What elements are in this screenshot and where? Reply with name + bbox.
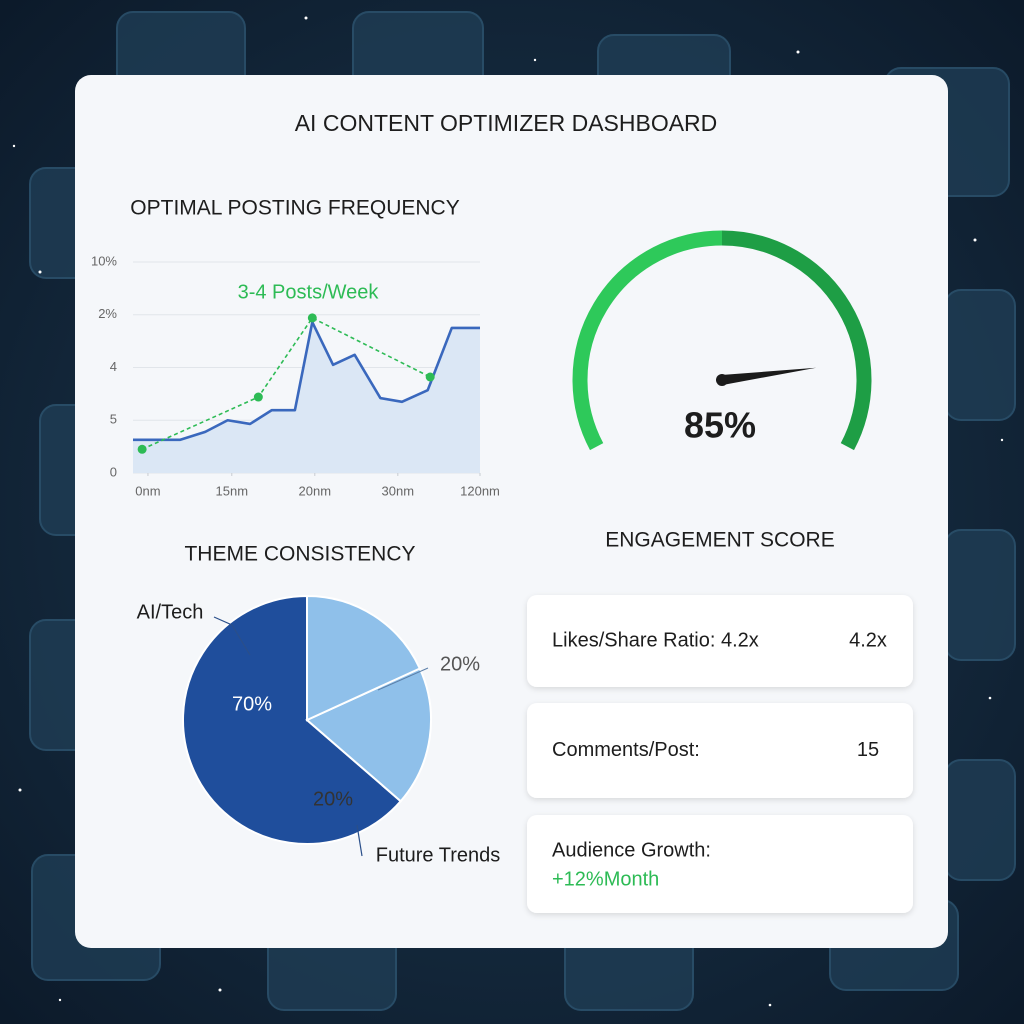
pie-value-label: 20%	[440, 653, 480, 675]
annotation: 3-4 Posts/Week	[238, 281, 380, 303]
pie-label: Future Trends	[376, 844, 501, 866]
pie-label: AI/Tech	[137, 601, 204, 623]
pie-value-label: 20%	[313, 788, 353, 810]
stat-card	[527, 815, 913, 913]
y-tick-label: 10%	[91, 253, 117, 268]
stat-value: +12%Month	[552, 868, 659, 890]
leader-line	[377, 667, 429, 691]
y-tick-label: 0	[110, 464, 117, 479]
x-tick-label: 120nm	[460, 483, 500, 498]
y-tick-label: 5	[110, 412, 117, 427]
line	[141, 317, 431, 450]
leader-line	[213, 616, 251, 656]
dashboard-title: AI CONTENT OPTIMIZER DASHBOARD	[295, 110, 718, 136]
x-tick-label: 30nm	[382, 483, 415, 498]
stat-value: 15	[857, 739, 879, 761]
stat-card	[527, 703, 913, 798]
gauge-value: 85%	[684, 405, 756, 446]
stat-card	[527, 595, 913, 687]
leader-line	[356, 824, 363, 857]
y-tick-label: 2%	[98, 306, 117, 321]
stat-label: Likes/Share Ratio: 4.2x	[552, 629, 759, 651]
pie-slice	[182, 594, 403, 845]
stars	[12, 16, 1004, 1007]
x-tick-label: 0nm	[135, 483, 160, 498]
gauge-track	[572, 230, 723, 451]
point	[253, 392, 263, 402]
engagement-title: ENGAGEMENT SCORE	[605, 529, 834, 552]
pie-title: THEME CONSISTENCY	[184, 543, 415, 566]
stat-value: 4.2x	[849, 629, 887, 651]
y-tick-label: 4	[110, 359, 117, 374]
x-tick-label: 20nm	[299, 483, 332, 498]
stat-label: Audience Growth:	[552, 839, 711, 861]
pie-slice	[305, 667, 432, 803]
pie-slice	[306, 594, 422, 722]
x-tick-label: 15nm	[216, 483, 249, 498]
line-title: OPTIMAL POSTING FREQUENCY	[130, 197, 459, 220]
gauge-track	[721, 230, 872, 451]
point	[137, 444, 147, 454]
stat-label: Comments/Post:	[552, 739, 700, 761]
point	[307, 313, 317, 323]
point	[425, 372, 435, 382]
area	[133, 322, 480, 473]
gauge-needle	[721, 367, 817, 385]
needle-hub	[716, 374, 728, 386]
pie-value-label: 70%	[232, 693, 272, 715]
